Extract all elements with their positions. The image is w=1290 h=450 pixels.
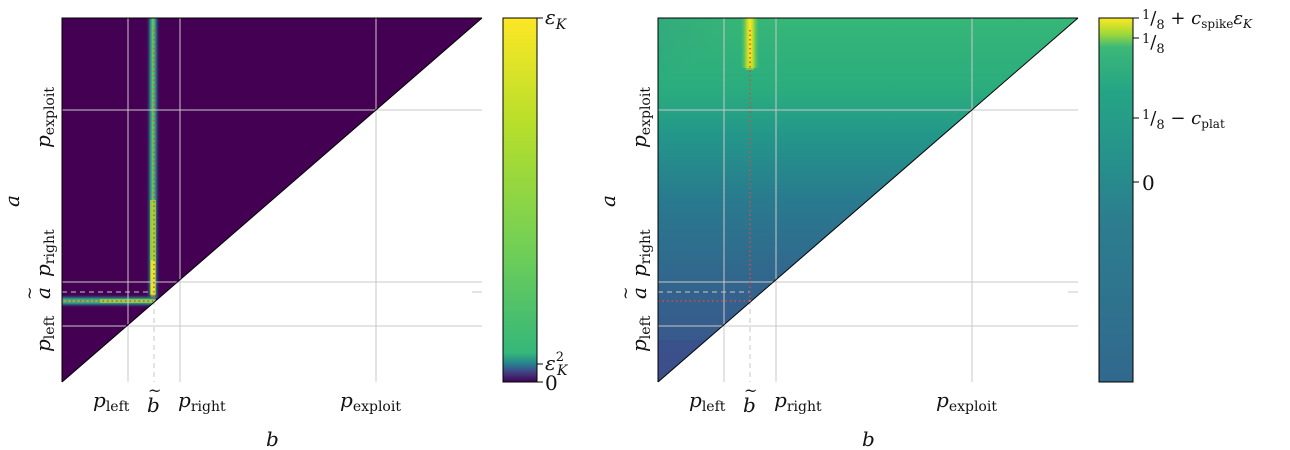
left-ylabel: a [0, 195, 24, 207]
left-grid [62, 18, 482, 382]
right-ytick-pexploit: pexploit [627, 87, 654, 148]
left-heatmap [61, 17, 483, 383]
left-y-ticks: pleft a ~ pright pexploit [20, 87, 58, 352]
left-ytick-pleft: pleft [31, 315, 58, 352]
right-cbar-tick-plat: 1/8 − cplat [1142, 108, 1225, 133]
right-x-ticks: pleft b ~ pright pexploit [689, 381, 997, 417]
right-cbar-tick-zero: 0 [1142, 171, 1155, 195]
right-xtick-btilde: b [743, 393, 756, 417]
left-ytick-atilde-mark: ~ [20, 287, 39, 300]
left-xtick-btilde-mark: ~ [148, 381, 161, 400]
left-xtick-pexploit: pexploit [340, 388, 401, 415]
right-ytick-atilde-mark: ~ [616, 287, 635, 300]
left-ytick-atilde: a [31, 287, 55, 299]
right-y-ticks: pleft a ~ pright pexploit [616, 87, 654, 352]
left-ytick-pexploit: pexploit [31, 87, 58, 148]
left-xtick-pleft: pleft [93, 388, 130, 415]
left-xtick-pright: pright [178, 388, 226, 415]
right-grid [658, 18, 1078, 382]
left-xlabel: b [266, 427, 279, 450]
left-colorbar-gradient [502, 17, 538, 383]
left-xtick-btilde: b [147, 393, 160, 417]
right-xtick-btilde-mark: ~ [744, 381, 757, 400]
right-xtick-pexploit: pexploit [936, 388, 997, 415]
right-ytick-pright: pright [627, 229, 654, 277]
left-colorbar: εK ε2 K 0 [502, 5, 569, 395]
right-cbar-tick-top: 1/8 + cspikeεK [1142, 8, 1253, 33]
right-xlabel: b [862, 427, 875, 450]
right-ytick-pleft: pleft [627, 315, 654, 352]
left-diagonal [61, 17, 483, 383]
right-heatmap-fill [658, 18, 1078, 382]
left-axes-frame [61, 17, 482, 382]
right-xtick-pleft: pleft [689, 388, 726, 415]
right-heatmap [657, 17, 1079, 383]
right-ytick-atilde: a [627, 287, 651, 299]
left-ytick-pright: pright [31, 229, 58, 277]
right-axes-frame [657, 17, 1078, 382]
left-cbar-tick-zero: 0 [545, 371, 558, 395]
right-xtick-pright: pright [774, 388, 822, 415]
right-ylabel: a [596, 195, 620, 207]
left-x-ticks: pleft b ~ pright pexploit [93, 381, 401, 417]
right-colorbar-gradient [1098, 17, 1134, 383]
right-diagonal [657, 17, 1079, 383]
right-cbar-tick-eighth: 1/8 [1142, 32, 1165, 57]
right-colorbar: 1/8 + cspikeεK 1/8 1/8 − cplat 0 [1098, 8, 1253, 383]
left-cbar-tick-epsK: εK [545, 5, 568, 33]
